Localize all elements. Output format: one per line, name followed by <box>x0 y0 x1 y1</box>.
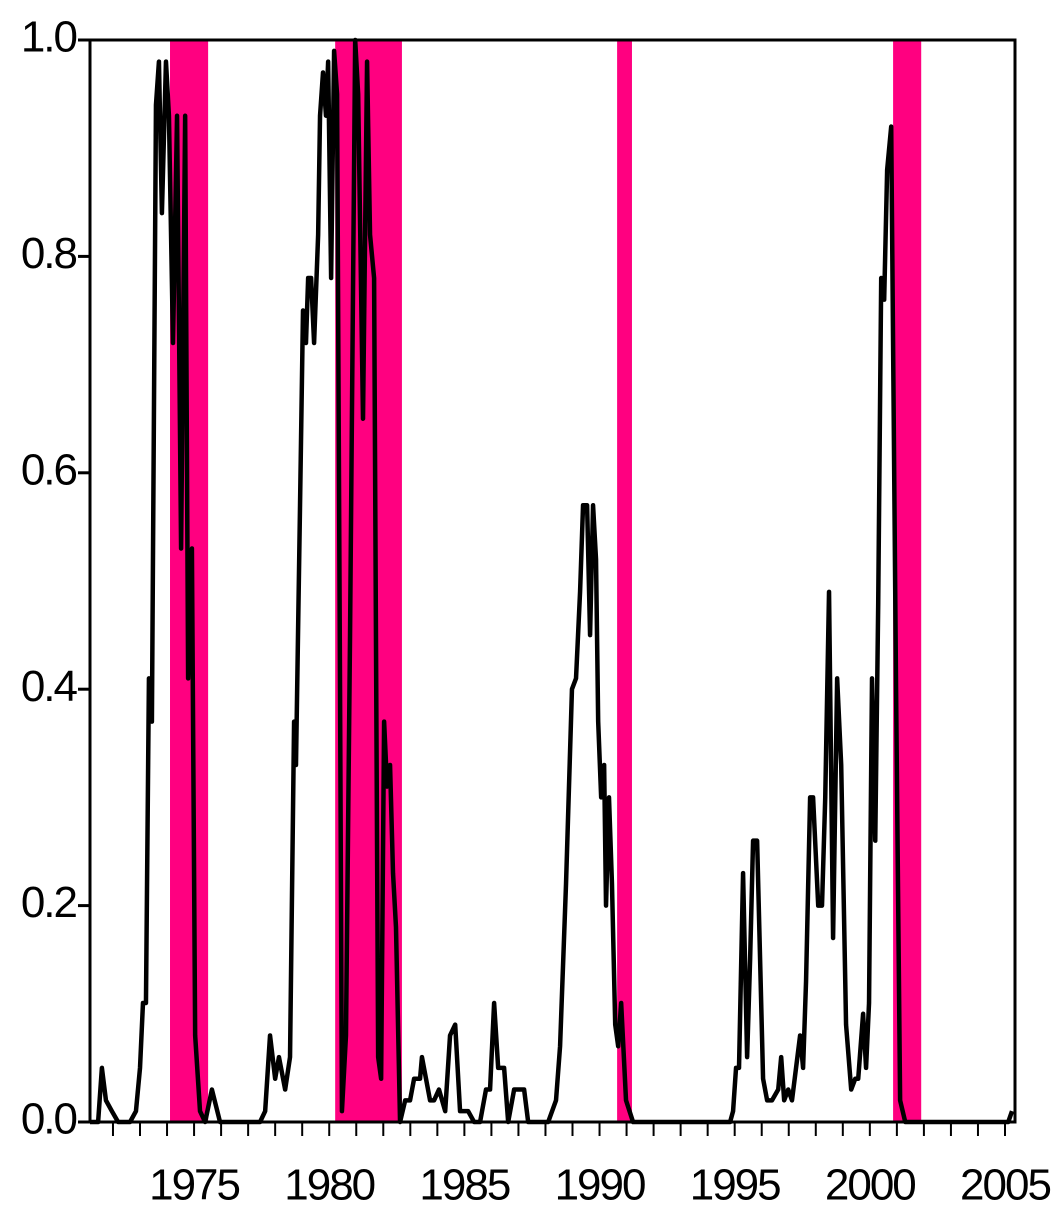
x-tick-label: 2005 <box>960 1161 1050 1210</box>
x-tick-label: 1995 <box>690 1161 780 1210</box>
x-tick-label: 1985 <box>419 1161 509 1210</box>
x-tick-label: 2000 <box>825 1161 915 1210</box>
x-tick-label: 1975 <box>149 1161 239 1210</box>
y-tick-label: 0.6 <box>21 445 77 494</box>
data-line <box>90 37 1015 1125</box>
y-tick-label: 0.8 <box>21 229 77 278</box>
y-tick-label: 0.2 <box>21 878 77 927</box>
y-tick-label: 0.0 <box>21 1095 77 1144</box>
y-tick-label: 1.0 <box>21 13 77 62</box>
shaded-period <box>617 40 632 1122</box>
plot-frame <box>88 38 1017 1124</box>
x-tick-label: 1980 <box>284 1161 374 1210</box>
x-tick-label: 1990 <box>555 1161 645 1210</box>
y-tick-label: 0.4 <box>21 662 78 711</box>
